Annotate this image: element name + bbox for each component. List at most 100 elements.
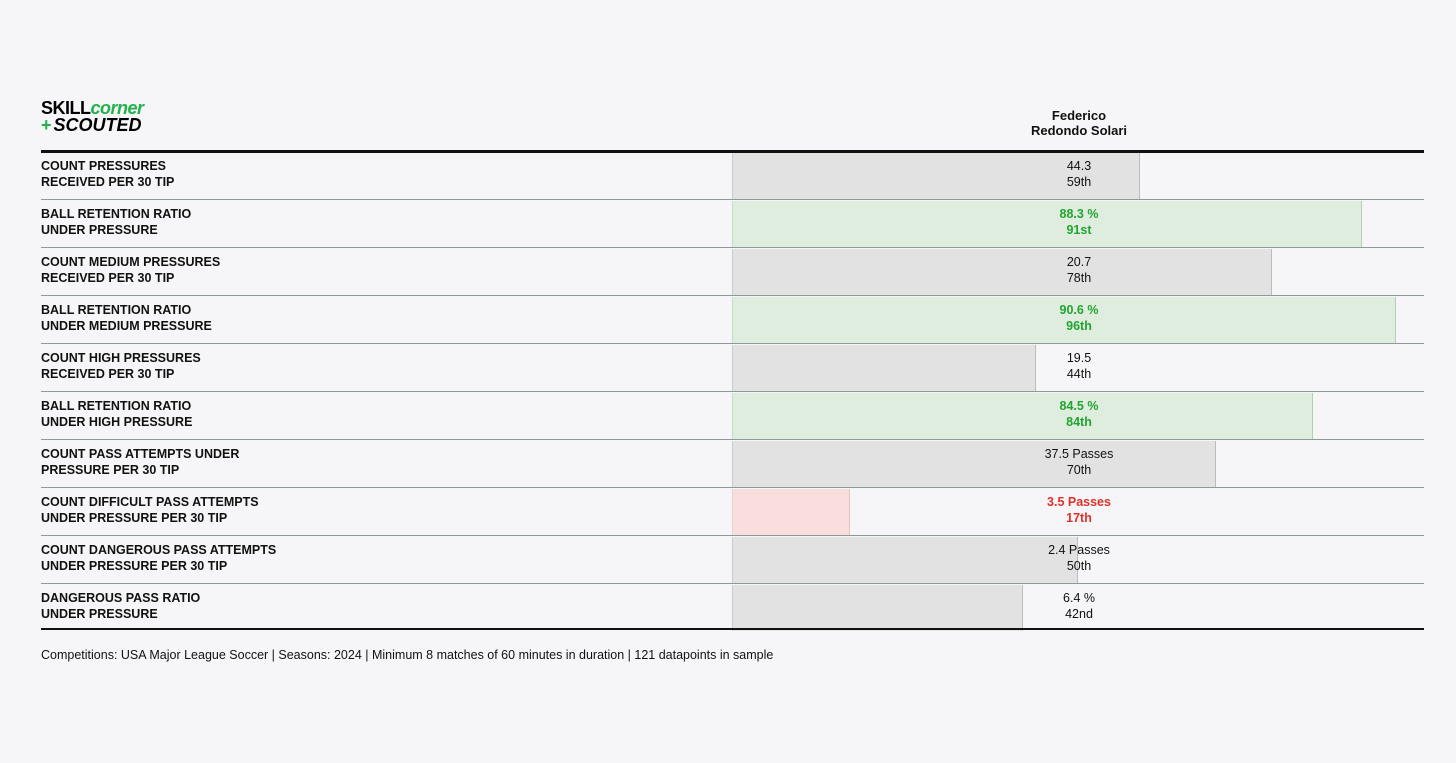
player-first-name: Federico (1051, 108, 1107, 123)
row-divider (41, 199, 1424, 200)
metric-value: 19.5 44th (980, 351, 1178, 382)
metric-label-line-2: RECEIVED PER 30 TIP (41, 366, 175, 381)
metric-value-text: 6.4 % (1063, 591, 1095, 605)
percentile-bar-track (732, 585, 1424, 631)
metric-label: BALL RETENTION RATIO UNDER MEDIUM PRESSUR… (41, 303, 641, 334)
logo-text-scouted: SCOUTED (53, 115, 142, 135)
metric-label-line-1: DANGEROUS PASS RATIO (41, 591, 201, 605)
metric-label-line-1: BALL RETENTION RATIO (41, 399, 192, 413)
metric-label-line-1: COUNT DANGEROUS PASS ATTEMPTS (41, 543, 277, 557)
metric-percentile-rank: 44th (1066, 366, 1092, 381)
metric-label: BALL RETENTION RATIO UNDER HIGH PRESSURE (41, 399, 641, 430)
metric-row: BALL RETENTION RATIO UNDER HIGH PRESSURE 8… (41, 393, 1424, 440)
metric-label-line-2: PRESSURE PER 30 TIP (41, 462, 180, 477)
metric-percentile-rank: 42nd (1065, 606, 1093, 621)
metric-row: COUNT DANGEROUS PASS ATTEMPTS UNDER PRESS… (41, 537, 1424, 584)
metric-label-line-2: RECEIVED PER 30 TIP (41, 270, 175, 285)
row-divider (41, 487, 1424, 488)
logo-text-skill: SKILL (41, 98, 91, 118)
metric-value: 44.3 59th (980, 159, 1178, 190)
metric-value: 37.5 Passes 70th (980, 447, 1178, 478)
row-divider (41, 295, 1424, 296)
metric-value-text: 44.3 (1066, 159, 1092, 173)
metric-value: 88.3 % 91st (980, 207, 1178, 238)
metric-label-line-2: UNDER PRESSURE (41, 222, 158, 237)
percentile-bar (732, 345, 1036, 391)
metric-value-text: 88.3 % (1059, 207, 1099, 221)
metric-value-text: 20.7 (1066, 255, 1092, 269)
metric-label-line-1: COUNT PASS ATTEMPTS UNDER (41, 447, 240, 461)
percentile-bar (732, 441, 1216, 487)
metric-label-line-2: UNDER PRESSURE PER 30 TIP (41, 558, 228, 573)
metric-percentile-rank: 96th (1066, 318, 1092, 333)
metric-label: COUNT HIGH PRESSURES RECEIVED PER 30 TIP (41, 351, 641, 382)
metric-label: COUNT DANGEROUS PASS ATTEMPTS UNDER PRESS… (41, 543, 641, 574)
percentile-bar (732, 249, 1272, 295)
percentile-bar (732, 153, 1140, 199)
metric-value-text: 3.5 Passes (1047, 495, 1111, 509)
metric-label-line-1: COUNT PRESSURES (41, 159, 167, 173)
metric-value-text: 37.5 Passes (1044, 447, 1114, 461)
metric-row: DANGEROUS PASS RATIO UNDER PRESSURE 6.4 % 4… (41, 585, 1424, 632)
metric-value: 2.4 Passes 50th (980, 543, 1178, 574)
metric-label: DANGEROUS PASS RATIO UNDER PRESSURE (41, 591, 641, 622)
percentile-bar-track (732, 393, 1424, 439)
metric-value: 20.7 78th (980, 255, 1178, 286)
percentile-bar (732, 201, 1362, 247)
metrics-table: COUNT PRESSURES RECEIVED PER 30 TIP 44.3 59… (41, 153, 1424, 631)
metric-percentile-rank: 59th (1066, 174, 1092, 189)
metric-row: COUNT PASS ATTEMPTS UNDER PRESSURE PER 30… (41, 441, 1424, 488)
row-divider (41, 535, 1424, 536)
metric-label-line-1: COUNT MEDIUM PRESSURES (41, 255, 221, 269)
metric-label-line-2: RECEIVED PER 30 TIP (41, 174, 175, 189)
logo-plus: + (41, 115, 52, 135)
percentile-bar-track (732, 201, 1424, 247)
metric-row: BALL RETENTION RATIO UNDER PRESSURE 88.3 %… (41, 201, 1424, 248)
row-divider (41, 583, 1424, 584)
row-divider (41, 343, 1424, 344)
logo-text-corner: corner (90, 98, 145, 118)
metric-value-text: 19.5 (1066, 351, 1092, 365)
percentile-bar (732, 489, 850, 535)
logo-line-2: + SCOUTED (41, 115, 144, 135)
metric-row: COUNT MEDIUM PRESSURES RECEIVED PER 30 TI… (41, 249, 1424, 296)
percentile-bar-track (732, 297, 1424, 343)
metric-value-text: 2.4 Passes (1048, 543, 1110, 557)
metric-label-line-1: COUNT DIFFICULT PASS ATTEMPTS (41, 495, 259, 509)
percentile-bar (732, 585, 1023, 631)
logo-line-1: SKILLcorner (41, 98, 145, 118)
metric-value: 84.5 % 84th (980, 399, 1178, 430)
percentile-bar-track (732, 345, 1424, 391)
percentile-bar-track (732, 537, 1424, 583)
metric-label-line-1: BALL RETENTION RATIO (41, 207, 192, 221)
table-bottom-rule (41, 628, 1424, 630)
metric-label-line-1: BALL RETENTION RATIO (41, 303, 192, 317)
player-last-name: Redondo Solari (1030, 123, 1128, 138)
row-divider (41, 391, 1424, 392)
metric-row: COUNT HIGH PRESSURES RECEIVED PER 30 TIP 1… (41, 345, 1424, 392)
metric-value: 6.4 % 42nd (980, 591, 1178, 622)
row-divider (41, 439, 1424, 440)
metric-value: 90.6 % 96th (980, 303, 1178, 334)
metric-percentile-rank: 84th (1066, 414, 1092, 429)
metric-label: COUNT PASS ATTEMPTS UNDER PRESSURE PER 30… (41, 447, 641, 478)
row-divider (41, 247, 1424, 248)
percentile-bar (732, 537, 1078, 583)
metric-percentile-rank: 17th (1066, 510, 1092, 525)
metric-label-line-2: UNDER MEDIUM PRESSURE (41, 318, 212, 333)
player-name-header: Federico Redondo Solari (980, 108, 1178, 138)
metric-label-line-2: UNDER PRESSURE PER 30 TIP (41, 510, 228, 525)
metric-value-text: 84.5 % (1059, 399, 1099, 413)
percentile-bar-track (732, 489, 1424, 535)
metric-row: BALL RETENTION RATIO UNDER MEDIUM PRESSUR… (41, 297, 1424, 344)
metric-percentile-rank: 50th (1066, 558, 1092, 573)
metric-label-line-2: UNDER PRESSURE (41, 606, 158, 621)
percentile-bar-track (732, 153, 1424, 199)
metric-percentile-rank: 78th (1066, 270, 1092, 285)
percentile-bar-track (732, 249, 1424, 295)
metric-percentile-rank: 91st (1066, 222, 1092, 237)
footnote: Competitions: USA Major League Soccer | … (41, 648, 774, 662)
percentile-bar-track (732, 441, 1424, 487)
percentile-bar (732, 393, 1313, 439)
metric-label: COUNT PRESSURES RECEIVED PER 30 TIP (41, 159, 641, 190)
